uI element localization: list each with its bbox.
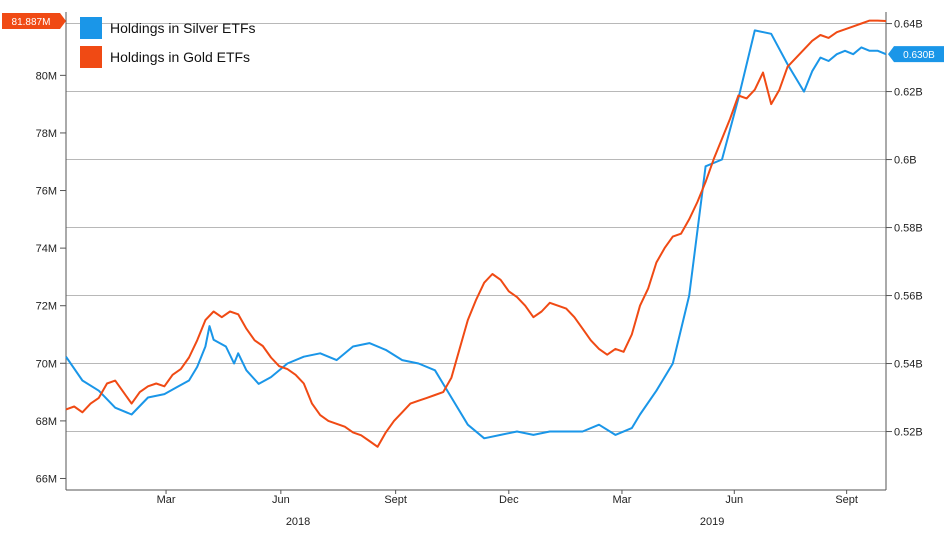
x-tick-label: Mar [612,494,631,506]
right-tick-label: 0.56B [894,291,923,303]
left-tick-label: 74M [36,243,57,255]
series-line-gold [65,19,887,448]
left-tick-label: 70M [36,358,57,370]
series-lines [65,19,887,448]
series-line-silver [65,29,887,440]
right-tick-label: 0.6B [894,155,917,167]
x-tick-label: Sept [835,494,858,506]
left-tick-label: 72M [36,301,57,313]
gridlines [66,23,886,433]
legend-swatch [80,46,102,68]
right-tick-label: 0.58B [894,223,923,235]
last-value-badge: 81.887M [2,13,66,30]
legend-label: Holdings in Silver ETFs [110,20,256,36]
x-axis-ticks: Mar Jun Sept Dec Mar Jun Sept 2018 2019 [157,490,858,528]
legend-swatch [80,17,102,39]
right-tick-label: 0.62B [894,87,923,99]
left-tick-label: 68M [36,416,57,428]
year-label: 2019 [700,516,724,528]
last-value-badge: 0.630B [888,46,944,63]
year-label: 2018 [286,516,310,528]
right-tick-label: 0.54B [894,359,923,371]
left-tick-label: 78M [36,128,57,140]
x-tick-label: Dec [499,494,519,506]
left-tick-label: 76M [36,186,57,198]
left-tick-label: 66M [36,473,57,485]
right-tick-label: 0.64B [894,19,923,31]
left-axis-ticks: 66M 68M 70M 72M 74M 76M 78M 80M [36,70,66,485]
x-tick-label: Jun [725,494,743,506]
legend-item[interactable]: Holdings in Silver ETFs [80,17,256,39]
badge-shape [888,46,944,63]
x-tick-label: Mar [157,494,176,506]
badge-shape [2,13,66,30]
legend-label: Holdings in Gold ETFs [110,49,250,65]
badge-label: 0.630B [903,50,935,61]
left-tick-label: 80M [36,70,57,82]
right-tick-label: 0.52B [894,427,923,439]
last-value-badges: 0.630B 81.887M [2,13,944,63]
x-tick-label: Sept [384,494,407,506]
legend[interactable]: Holdings in Silver ETFs Holdings in Gold … [80,17,256,68]
axes [65,12,887,491]
badge-label: 81.887M [12,17,51,28]
right-axis-ticks: 0.52B 0.54B 0.56B 0.58B 0.6B 0.62B 0.64B [886,19,923,439]
x-tick-label: Jun [272,494,290,506]
legend-item[interactable]: Holdings in Gold ETFs [80,46,250,68]
